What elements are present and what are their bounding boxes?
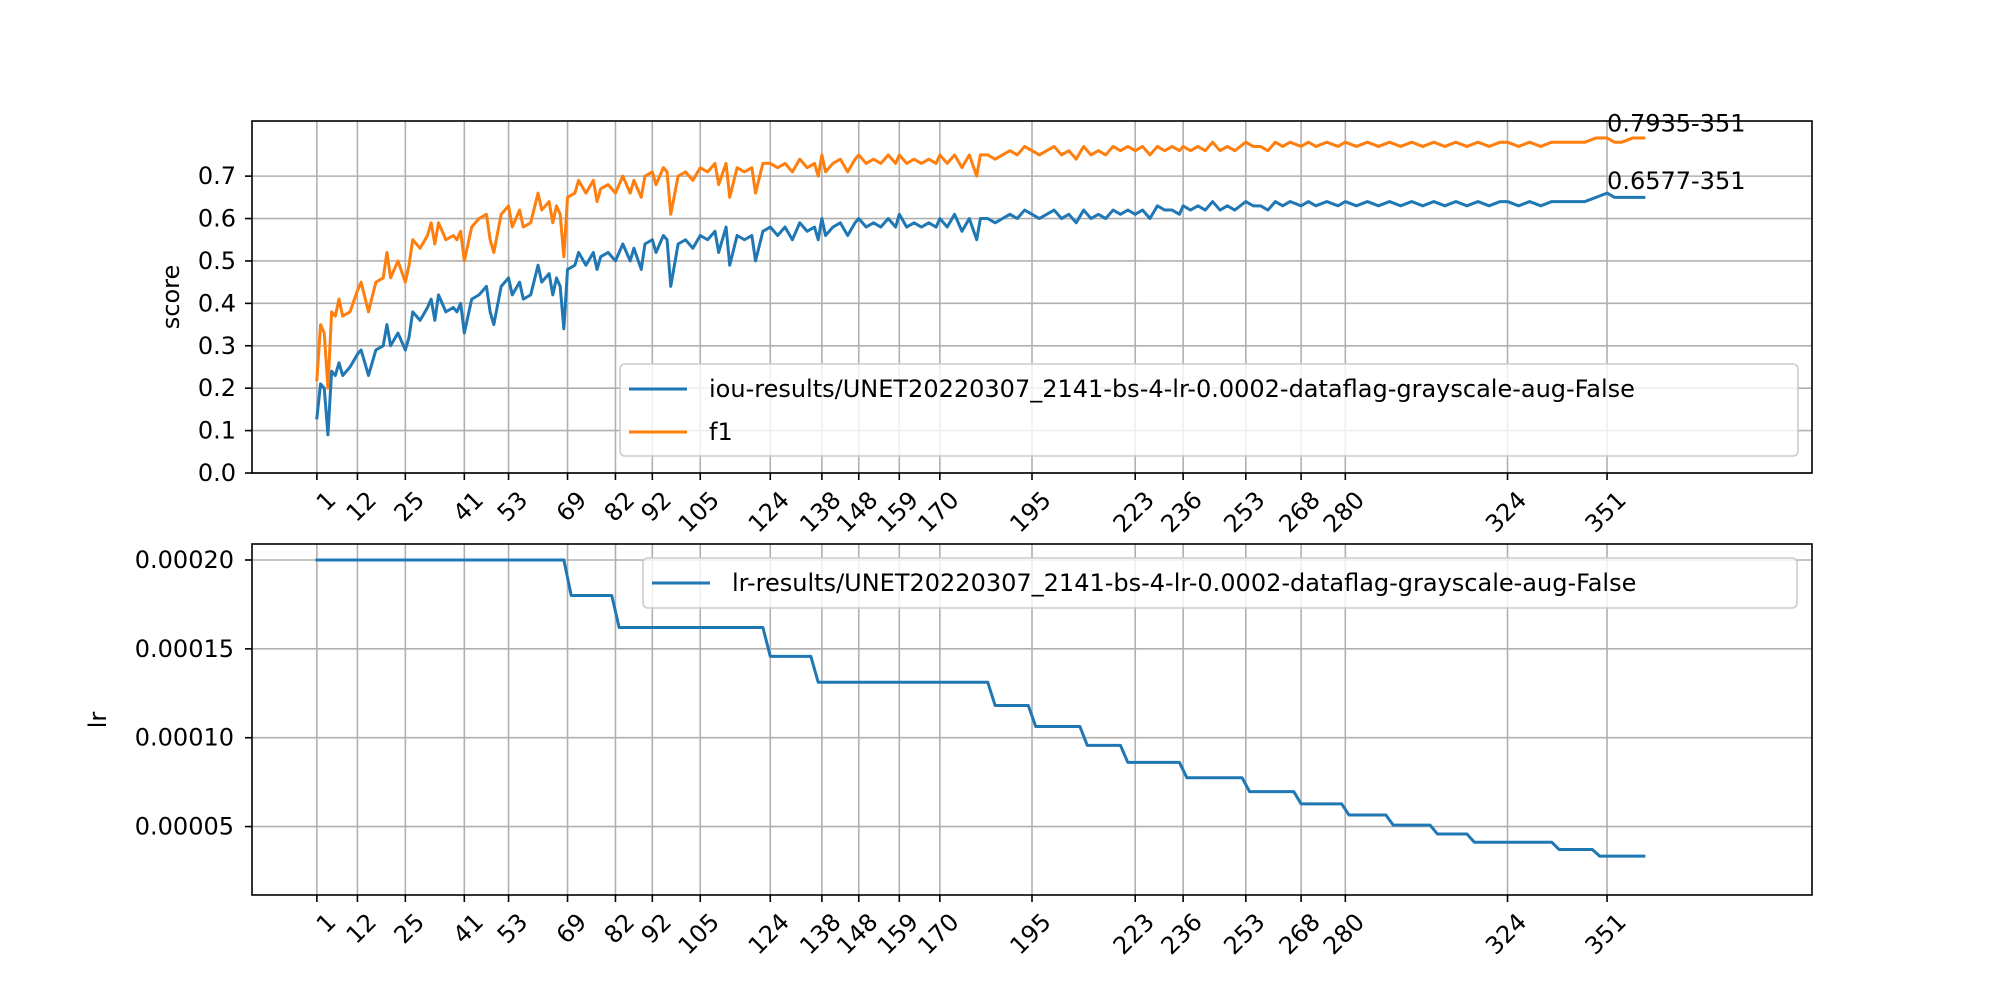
x-tick-label: 82 bbox=[599, 486, 640, 527]
x-tick-label: 170 bbox=[912, 908, 964, 960]
x-tick-label: 92 bbox=[636, 908, 677, 949]
legend-label: iou-results/UNET20220307_2141-bs-4-lr-0.… bbox=[709, 375, 1635, 403]
x-tick-label: 268 bbox=[1274, 908, 1326, 960]
x-tick-label: 159 bbox=[872, 908, 924, 960]
x-tick-label: 1 bbox=[311, 908, 342, 939]
x-tick-label: 92 bbox=[636, 486, 677, 527]
legend-box bbox=[619, 363, 1799, 457]
y-axis-label: lr bbox=[84, 712, 112, 729]
x-tick-label: 25 bbox=[389, 908, 430, 949]
x-tick-label: 82 bbox=[599, 908, 640, 949]
annotations: 0.7935-351 0.6577-351 bbox=[1607, 109, 1745, 195]
x-tick-label: 12 bbox=[341, 486, 382, 527]
legend: iou-results/UNET20220307_2141-bs-4-lr-0.… bbox=[619, 363, 1799, 457]
x-tick-label: 351 bbox=[1580, 486, 1632, 538]
y-axis: 0.0 0.1 0.2 0.3 0.4 0.5 0.6 0.7 bbox=[198, 162, 252, 487]
x-tick-label: 195 bbox=[1004, 486, 1056, 538]
y-tick-label: 0.1 bbox=[198, 417, 236, 445]
x-tick-label: 53 bbox=[492, 908, 533, 949]
x-tick-label: 148 bbox=[831, 908, 883, 960]
legend-label: lr-results/UNET20220307_2141-bs-4-lr-0.0… bbox=[732, 569, 1636, 597]
x-tick-label: 105 bbox=[673, 486, 725, 538]
y-axis-label: score bbox=[157, 265, 185, 330]
x-tick-label: 253 bbox=[1218, 486, 1270, 538]
x-tick-label: 41 bbox=[448, 486, 489, 527]
y-tick-label: 0.3 bbox=[198, 332, 236, 360]
x-tick-label: 69 bbox=[551, 486, 592, 527]
y-tick-label: 0.00005 bbox=[135, 813, 234, 841]
series-line bbox=[315, 191, 1646, 437]
legend: lr-results/UNET20220307_2141-bs-4-lr-0.0… bbox=[642, 557, 1798, 609]
annotation-label: 0.7935-351 bbox=[1607, 109, 1745, 137]
y-tick-label: 0.4 bbox=[198, 289, 236, 317]
legend-label: f1 bbox=[709, 418, 733, 446]
y-tick-label: 0.6 bbox=[198, 205, 236, 233]
x-tick-label: 351 bbox=[1580, 908, 1632, 960]
x-tick-label: 324 bbox=[1480, 908, 1532, 960]
x-tick-label: 170 bbox=[912, 486, 964, 538]
series-lines bbox=[315, 558, 1646, 858]
y-tick-label: 0.00010 bbox=[135, 724, 234, 752]
series-line bbox=[315, 558, 1646, 858]
legend-box bbox=[642, 557, 1798, 609]
x-tick-label: 268 bbox=[1274, 486, 1326, 538]
x-tick-label: 280 bbox=[1318, 486, 1370, 538]
y-tick-label: 0.2 bbox=[198, 374, 236, 402]
x-tick-label: 25 bbox=[389, 486, 430, 527]
x-tick-label: 41 bbox=[448, 908, 489, 949]
x-tick-label: 253 bbox=[1218, 908, 1270, 960]
x-tick-label: 69 bbox=[551, 908, 592, 949]
x-tick-label: 280 bbox=[1318, 908, 1370, 960]
x-tick-label: 124 bbox=[743, 486, 795, 538]
x-tick-label: 223 bbox=[1108, 486, 1160, 538]
series-lines bbox=[315, 136, 1646, 437]
x-tick-label: 236 bbox=[1156, 486, 1208, 538]
x-tick-label: 1 bbox=[311, 486, 342, 517]
x-tick-label: 124 bbox=[743, 908, 795, 960]
x-tick-label: 159 bbox=[872, 486, 924, 538]
series-line bbox=[315, 136, 1646, 390]
y-tick-label: 0.7 bbox=[198, 162, 236, 190]
annotation-label: 0.6577-351 bbox=[1607, 167, 1745, 195]
y-tick-label: 0.0 bbox=[198, 459, 236, 487]
x-tick-label: 324 bbox=[1480, 486, 1532, 538]
x-tick-label: 148 bbox=[831, 486, 883, 538]
x-tick-label: 12 bbox=[341, 908, 382, 949]
x-tick-label: 105 bbox=[673, 908, 725, 960]
y-axis: 0.00005 0.00010 0.00015 0.00020 bbox=[135, 546, 252, 841]
x-tick-label: 195 bbox=[1004, 908, 1056, 960]
y-tick-label: 0.5 bbox=[198, 247, 236, 275]
y-tick-label: 0.00015 bbox=[135, 635, 234, 663]
x-tick-label: 223 bbox=[1108, 908, 1160, 960]
x-tick-label: 53 bbox=[492, 486, 533, 527]
x-tick-label: 236 bbox=[1156, 908, 1208, 960]
y-tick-label: 0.00020 bbox=[135, 546, 234, 574]
